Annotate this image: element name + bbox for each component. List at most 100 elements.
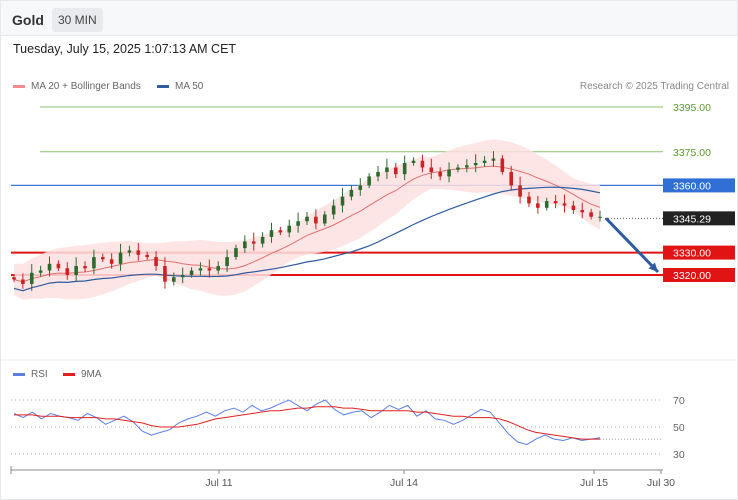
candle-body-7 bbox=[74, 266, 78, 275]
candle-body-21 bbox=[198, 268, 203, 271]
candle-body-19 bbox=[180, 275, 185, 278]
candle-body-9 bbox=[92, 257, 96, 269]
candle-body-26 bbox=[243, 241, 247, 249]
candle-body-33 bbox=[305, 216, 309, 222]
candle-body-48 bbox=[438, 171, 442, 177]
candle-body-49 bbox=[447, 169, 451, 177]
candle-body-39 bbox=[358, 185, 363, 190]
rsi-tick-2: 30 bbox=[673, 449, 685, 461]
rsi-series-0 bbox=[13, 399, 601, 446]
level-tag-2 bbox=[663, 178, 735, 193]
candle-body-47 bbox=[429, 167, 434, 172]
ma50-swatch bbox=[157, 84, 169, 88]
ma20-swatch bbox=[13, 84, 25, 88]
legend-ma50-label: MA 50 bbox=[175, 81, 204, 92]
candle-body-5 bbox=[56, 263, 61, 269]
candle-body-4 bbox=[47, 263, 52, 271]
level-tag-3 bbox=[663, 211, 735, 226]
candle-body-43 bbox=[393, 167, 398, 175]
candle-body-14 bbox=[136, 250, 141, 255]
level-label-4: 3330.00 bbox=[673, 248, 711, 260]
candle-body-6 bbox=[65, 268, 70, 275]
candle-body-29 bbox=[269, 230, 274, 237]
candle-body-1 bbox=[21, 279, 25, 284]
forecast-arrow-shaft bbox=[604, 217, 660, 274]
x-label-2: Jul 15 bbox=[580, 477, 608, 489]
candle-body-46 bbox=[420, 160, 425, 168]
x-label-1: Jul 14 bbox=[390, 477, 418, 489]
9ma-swatch bbox=[63, 372, 75, 376]
candle-body-38 bbox=[349, 189, 354, 197]
candle-body-22 bbox=[207, 268, 212, 271]
candle-body-41 bbox=[376, 171, 380, 177]
legend-ma50: MA 50 bbox=[157, 81, 203, 92]
legend-9ma-label: 9MA bbox=[81, 369, 102, 380]
candle-body-51 bbox=[465, 165, 469, 168]
candle-body-36 bbox=[331, 205, 336, 215]
candle-body-52 bbox=[473, 163, 478, 166]
timestamp: Tuesday, July 15, 2025 1:07:13 AM CET bbox=[13, 42, 237, 56]
level-label-1: 3375.00 bbox=[673, 147, 711, 159]
candle-body-62 bbox=[562, 203, 567, 206]
candle-body-66 bbox=[598, 216, 602, 218]
candle-body-63 bbox=[571, 205, 576, 211]
candle-body-20 bbox=[189, 270, 194, 275]
candle-body-25 bbox=[234, 248, 238, 258]
candle-body-24 bbox=[225, 257, 229, 267]
candle-body-61 bbox=[553, 201, 558, 204]
rsi-tick-0: 70 bbox=[673, 395, 685, 407]
candle-body-18 bbox=[172, 277, 176, 282]
candle-body-3 bbox=[38, 270, 43, 273]
x-label-3: Jul 30 bbox=[647, 477, 675, 489]
candle-body-0 bbox=[12, 277, 16, 280]
candle-body-11 bbox=[109, 259, 114, 264]
candle-body-58 bbox=[527, 196, 531, 204]
candle-body-8 bbox=[83, 266, 87, 269]
rsi-swatch bbox=[13, 372, 25, 376]
candle-body-59 bbox=[536, 203, 540, 208]
candle-body-42 bbox=[385, 167, 389, 172]
candle-body-17 bbox=[163, 266, 167, 282]
candle-body-64 bbox=[580, 210, 585, 213]
candle-body-45 bbox=[411, 160, 416, 163]
candle-body-27 bbox=[251, 241, 256, 244]
candle-body-13 bbox=[127, 250, 132, 253]
candle-body-10 bbox=[100, 257, 105, 260]
credit-text: Research © 2025 Trading Central bbox=[579, 81, 729, 92]
candle-body-34 bbox=[314, 216, 318, 224]
candle-body-23 bbox=[216, 266, 221, 271]
candle-body-35 bbox=[322, 214, 327, 224]
level-label-0: 3395.00 bbox=[673, 102, 711, 114]
candle-body-30 bbox=[278, 230, 283, 233]
candle-body-60 bbox=[544, 201, 549, 208]
candle-body-50 bbox=[456, 167, 460, 170]
ma50-line bbox=[13, 186, 601, 292]
candle-body-31 bbox=[287, 225, 292, 233]
level-label-3: 3345.29 bbox=[673, 213, 711, 225]
legend-ma20-label: MA 20 + Bollinger Bands bbox=[31, 81, 141, 92]
x-label-0: Jul 11 bbox=[205, 477, 232, 489]
legend-rsi-label: RSI bbox=[31, 369, 48, 380]
legend-9ma: 9MA bbox=[63, 369, 102, 380]
rsi-tick-1: 50 bbox=[673, 422, 685, 434]
candle-body-15 bbox=[145, 254, 149, 258]
instrument-name: Gold bbox=[12, 12, 44, 28]
candle-body-44 bbox=[402, 163, 407, 175]
forecast-arrow-head bbox=[648, 262, 658, 272]
timeframe-button[interactable]: 30 MIN bbox=[52, 8, 103, 32]
candle-body-55 bbox=[500, 158, 505, 172]
level-tag-4 bbox=[663, 245, 735, 260]
candle-body-57 bbox=[518, 185, 522, 197]
candle-body-16 bbox=[154, 257, 158, 267]
candle-body-32 bbox=[296, 221, 300, 226]
candle-body-65 bbox=[589, 212, 593, 217]
candle-body-28 bbox=[260, 236, 265, 244]
legend-rsi: RSI bbox=[13, 369, 48, 380]
candle-body-2 bbox=[29, 272, 34, 284]
level-label-5: 3320.00 bbox=[673, 270, 711, 282]
level-tag-5 bbox=[663, 268, 735, 282]
candle-body-37 bbox=[340, 196, 345, 206]
candle-body-40 bbox=[367, 176, 371, 186]
legend-ma20: MA 20 + Bollinger Bands bbox=[13, 81, 141, 92]
